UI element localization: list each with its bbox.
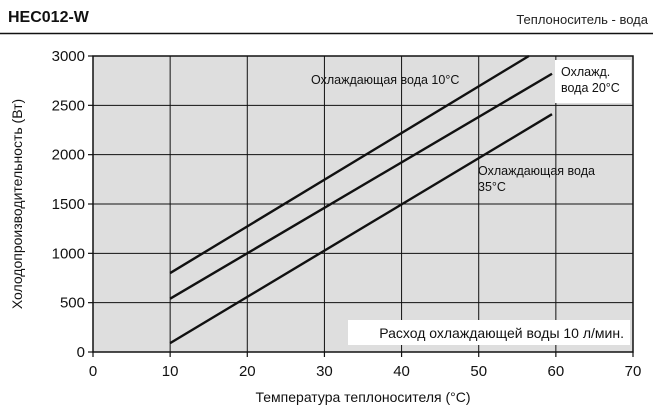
- x-tick-label: 50: [470, 363, 487, 380]
- series-label-3: 35°C: [478, 180, 506, 194]
- flow-annotation: Расход охлаждающей воды 10 л/мин.: [379, 325, 624, 341]
- x-tick-label: 0: [89, 363, 97, 380]
- series-label-1: Охлаждающая вода 10°C: [311, 73, 459, 87]
- y-tick-label: 2000: [52, 147, 85, 164]
- y-axis-ticks: 0 500 1000 1500 2000 2500 3000: [52, 48, 93, 361]
- x-tick-label: 20: [239, 363, 256, 380]
- y-tick-label: 2500: [52, 97, 85, 114]
- series-label-2: вода 20°C: [561, 81, 620, 95]
- series-label-3: Охлаждающая вода: [478, 164, 595, 178]
- y-tick-label: 500: [60, 295, 85, 312]
- annotation-box: [348, 320, 630, 345]
- x-tick-label: 30: [316, 363, 333, 380]
- y-tick-label: 3000: [52, 48, 85, 65]
- y-tick-label: 0: [77, 344, 85, 361]
- x-tick-label: 10: [162, 363, 179, 380]
- series-line-2: [169, 72, 553, 300]
- series-label-2: Охлажд.: [561, 65, 610, 79]
- heat-carrier-label: Теплоноситель - вода: [516, 12, 648, 27]
- model-title: HEC012-W: [8, 9, 90, 26]
- x-tick-label: 70: [625, 363, 642, 380]
- grid: [93, 56, 633, 352]
- y-axis-label: Холодопроизводительность (Вт): [9, 99, 25, 309]
- x-axis-ticks: 0 10 20 30 40 50 60 70: [89, 352, 642, 380]
- y-tick-label: 1000: [52, 245, 85, 262]
- series-label-bg: [555, 60, 631, 103]
- series-line-3: [169, 113, 553, 345]
- x-axis-label: Температура теплоносителя (°C): [255, 389, 470, 405]
- series-line-1: [169, 54, 530, 275]
- series-lines: [169, 54, 553, 345]
- y-tick-label: 1500: [52, 196, 85, 213]
- x-tick-label: 40: [393, 363, 410, 380]
- x-tick-label: 60: [548, 363, 565, 380]
- series-labels: Охлаждающая вода 10°C Охлажд. вода 20°C Охл…: [311, 60, 631, 194]
